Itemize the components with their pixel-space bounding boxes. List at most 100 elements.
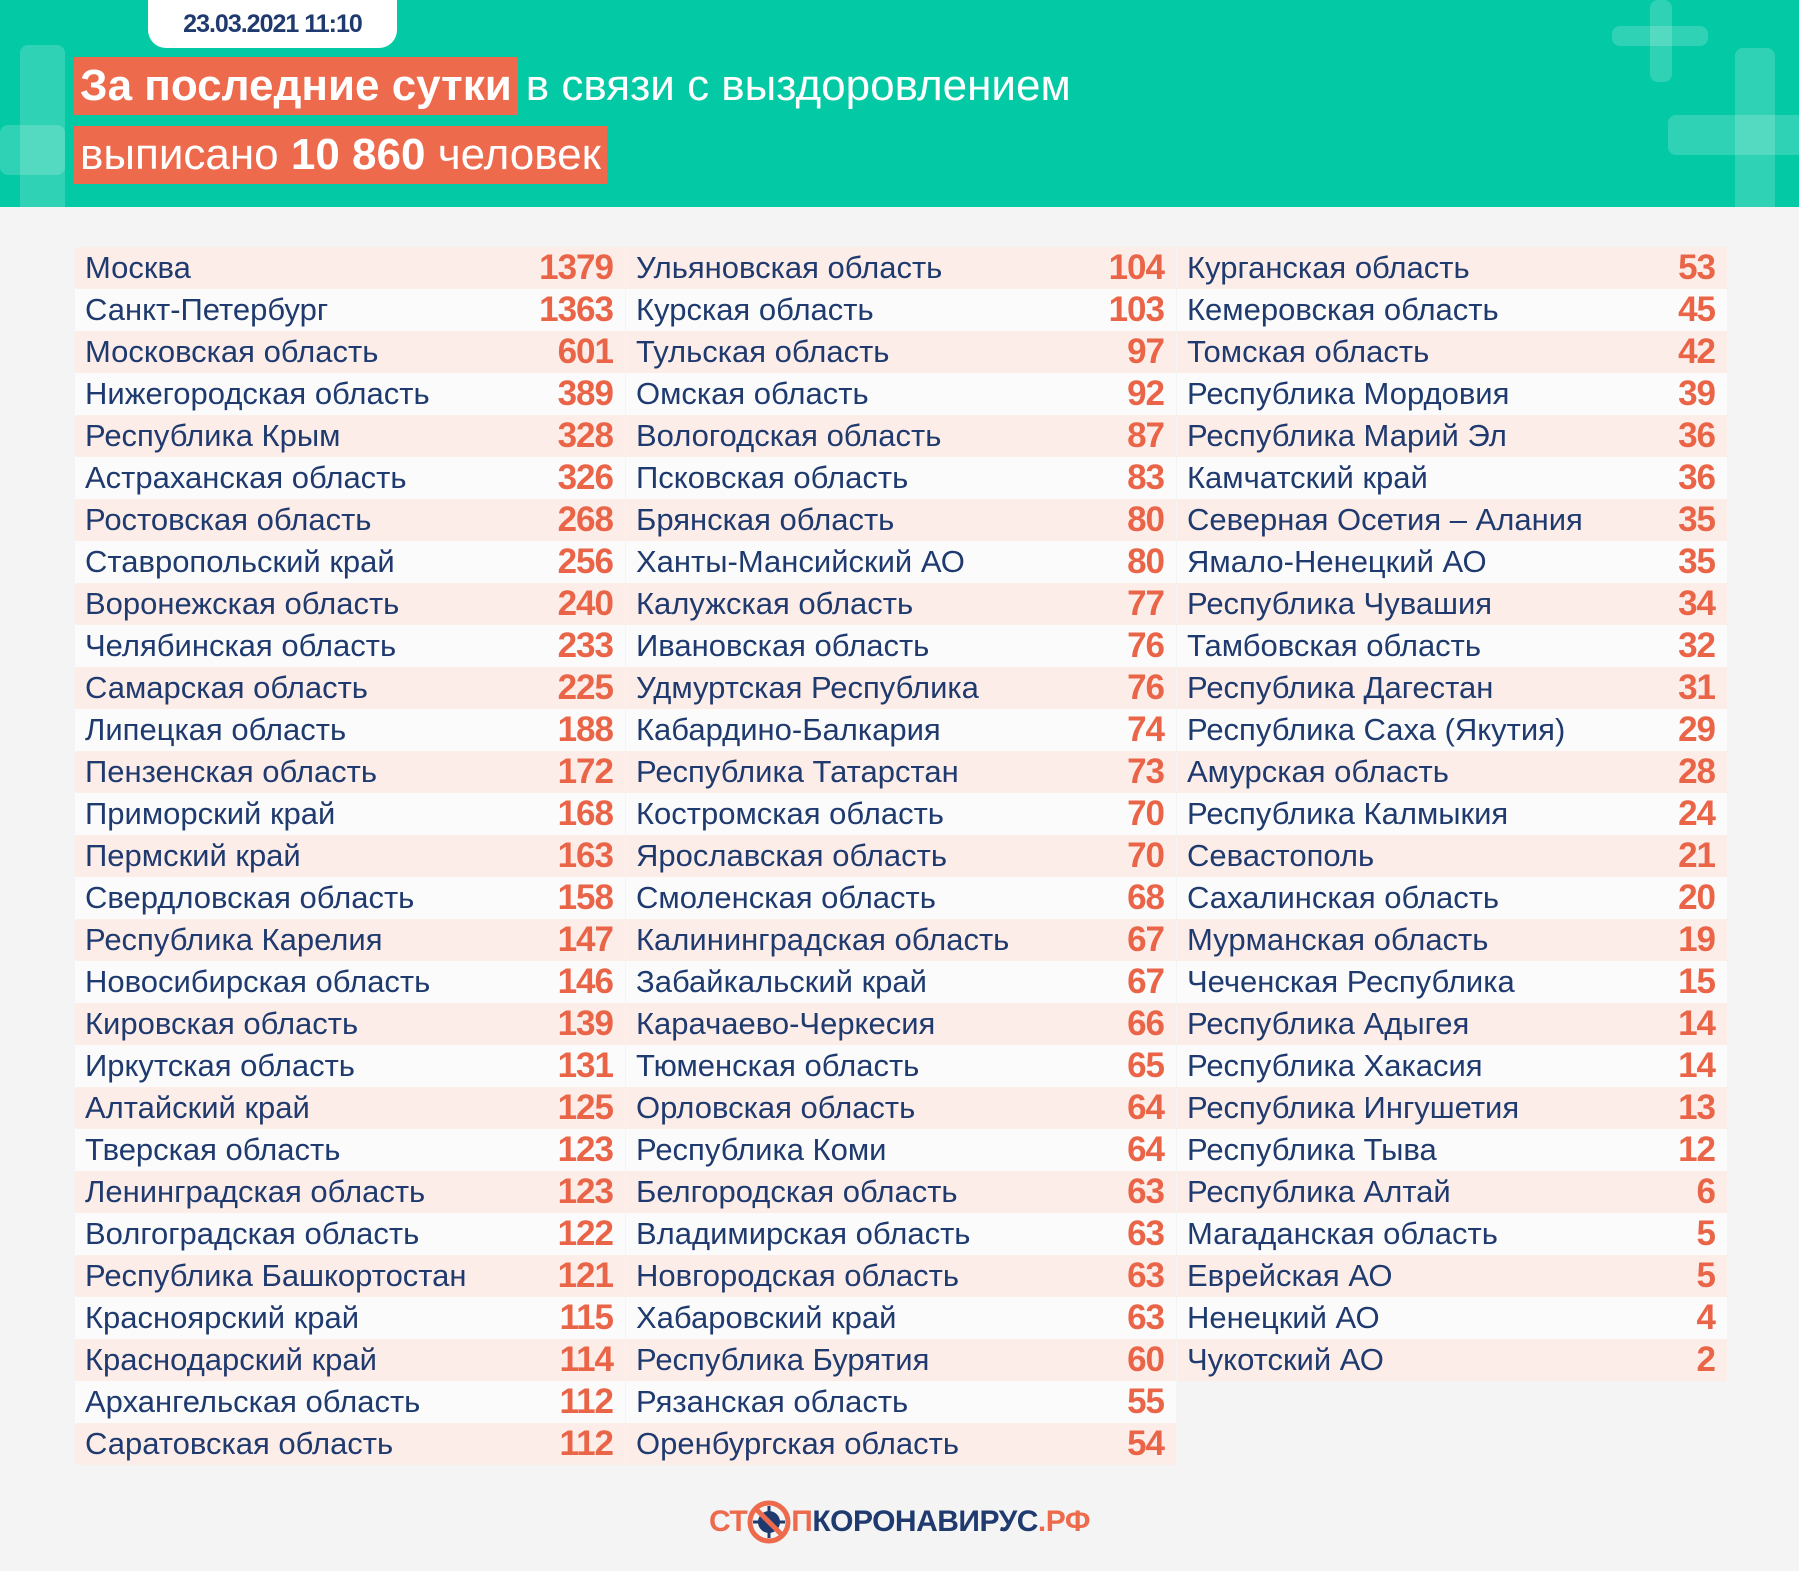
region-row: Белгородская область 63 [626,1171,1176,1213]
region-name: Камчатский край [1187,460,1428,495]
region-row: Республика Карелия 147 [75,919,625,961]
region-row: Костромская область 70 [626,793,1176,835]
region-row: Саратовская область 112 [75,1423,625,1465]
region-name: Астраханская область [85,460,407,495]
region-value: 112 [559,1382,614,1421]
region-name: Санкт-Петербург [85,292,329,327]
region-row: Тамбовская область 32 [1177,625,1727,667]
region-value: 326 [557,458,614,497]
region-value: 146 [557,962,614,1001]
region-name: Севастополь [1187,838,1375,873]
region-name: Забайкальский край [636,964,927,999]
region-row: Удмуртская Республика 76 [626,667,1176,709]
region-value: 15 [1678,962,1716,1001]
region-value: 5 [1696,1214,1716,1253]
plus-decoration [0,125,65,175]
region-name: Смоленская область [636,880,936,915]
region-value: 389 [557,374,614,413]
region-value: 233 [557,626,614,665]
region-row: Тульская область 97 [626,331,1176,373]
region-value: 123 [557,1130,614,1169]
region-row: Брянская область 80 [626,499,1176,541]
region-value: 14 [1678,1004,1716,1043]
region-name: Самарская область [85,670,368,705]
region-row: Псковская область 83 [626,457,1176,499]
region-row: Амурская область 28 [1177,751,1727,793]
region-value: 80 [1127,500,1165,539]
logo-part: П [791,1505,813,1538]
region-row: Приморский край 168 [75,793,625,835]
region-value: 34 [1678,584,1716,623]
region-name: Белгородская область [636,1174,958,1209]
region-name: Ярославская область [636,838,947,873]
region-value: 104 [1108,248,1165,287]
region-value: 14 [1678,1046,1716,1085]
region-column-2: Ульяновская область 104 Курская область 103… [626,247,1176,1465]
plus-decoration [1650,0,1672,82]
region-value: 36 [1678,458,1716,497]
region-value: 114 [559,1340,614,1379]
region-name: Орловская область [636,1090,916,1125]
region-value: 268 [557,500,614,539]
region-value: 103 [1108,290,1165,329]
region-row: Ивановская область 76 [626,625,1176,667]
region-name: Свердловская область [85,880,415,915]
region-row: Северная Осетия – Алания 35 [1177,499,1727,541]
region-row: Ульяновская область 104 [626,247,1176,289]
region-row: Забайкальский край 67 [626,961,1176,1003]
region-value: 168 [557,794,614,833]
region-name: Саратовская область [85,1426,394,1461]
region-name: Республика Адыгея [1187,1006,1470,1041]
region-row: Краснодарский край 114 [75,1339,625,1381]
region-name: Владимирская область [636,1216,971,1251]
region-row: Пензенская область 172 [75,751,625,793]
region-row: Республика Крым 328 [75,415,625,457]
region-value: 172 [557,752,614,791]
region-row: Хабаровский край 63 [626,1297,1176,1339]
region-name: Республика Татарстан [636,754,959,789]
region-row: Республика Калмыкия 24 [1177,793,1727,835]
region-name: Ненецкий АО [1187,1300,1380,1335]
region-name: Архангельская область [85,1384,421,1419]
region-value: 147 [557,920,614,959]
title-rest: в связи с выздоровлением [525,61,1071,110]
region-column-3: Курганская область 53 Кемеровская область 4… [1177,247,1727,1381]
region-name: Кабардино-Балкария [636,712,941,747]
region-name: Костромская область [636,796,944,831]
region-name: Тюменская область [636,1048,920,1083]
region-value: 73 [1127,752,1165,791]
stopcoronavirus-logo: СТ П КОРОНАВИРУС .РФ [0,1500,1799,1544]
region-row: Чукотский АО 2 [1177,1339,1727,1381]
region-row: Ярославская область 70 [626,835,1176,877]
region-row: Кабардино-Балкария 74 [626,709,1176,751]
region-value: 256 [557,542,614,581]
region-name: Республика Калмыкия [1187,796,1509,831]
logo-part: .РФ [1037,1505,1091,1538]
region-row: Челябинская область 233 [75,625,625,667]
region-name: Московская область [85,334,379,369]
region-name: Республика Бурятия [636,1342,930,1377]
region-row: Республика Мордовия 39 [1177,373,1727,415]
region-name: Приморский край [85,796,336,831]
region-row: Оренбургская область 54 [626,1423,1176,1465]
region-row: Кемеровская область 45 [1177,289,1727,331]
region-value: 68 [1127,878,1165,917]
region-row: Иркутская область 131 [75,1045,625,1087]
region-name: Республика Алтай [1187,1174,1451,1209]
region-row: Курганская область 53 [1177,247,1727,289]
region-name: Республика Башкортостан [85,1258,467,1293]
region-value: 4 [1696,1298,1716,1337]
region-value: 60 [1127,1340,1165,1379]
title-pre: выписано [80,130,279,179]
region-value: 121 [557,1256,614,1295]
region-value: 63 [1127,1256,1165,1295]
region-row: Калининградская область 67 [626,919,1176,961]
region-value: 54 [1127,1424,1165,1463]
region-row: Республика Тыва 12 [1177,1129,1727,1171]
region-row: Пермский край 163 [75,835,625,877]
header-banner: 23.03.2021 11:10 За последние сутки в св… [0,0,1799,207]
region-name: Калининградская область [636,922,1010,957]
region-value: 45 [1678,290,1716,329]
region-row: Кировская область 139 [75,1003,625,1045]
region-value: 53 [1678,248,1716,287]
